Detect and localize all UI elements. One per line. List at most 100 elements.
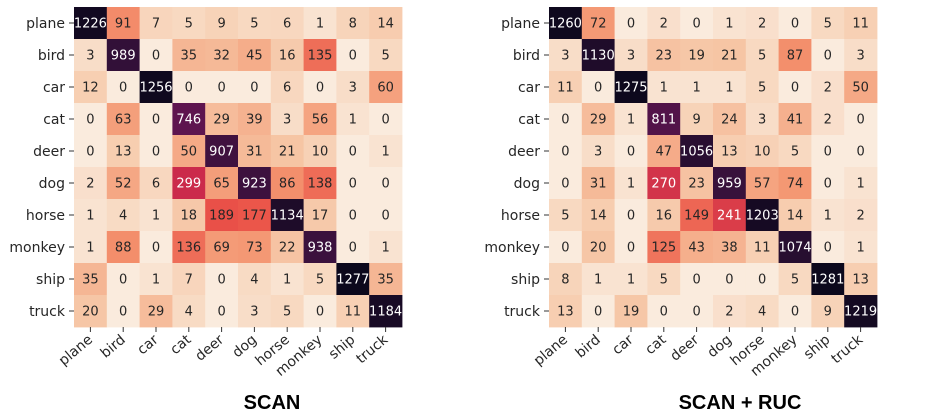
cell-value-label: 17: [312, 209, 329, 224]
heatmap-cell: [238, 39, 272, 72]
cell-value-label: 52: [115, 177, 132, 192]
y-tick-label: truck: [504, 304, 541, 320]
x-tick-label: bird: [98, 332, 129, 362]
cell-value-label: 0: [824, 241, 832, 256]
heatmap-cell: [778, 135, 812, 168]
heatmap-cell: [581, 231, 615, 264]
heatmap-cell: [549, 199, 583, 232]
heatmap-cell: [778, 295, 812, 328]
heatmap-cell: [106, 135, 140, 168]
cell-value-label: 18: [181, 209, 198, 224]
cell-value-label: 0: [349, 241, 357, 256]
heatmap-cell: [713, 103, 747, 136]
cell-value-label: 2: [824, 81, 832, 96]
heatmap-cell: [844, 135, 878, 168]
heatmap-cell: [270, 199, 304, 232]
x-tick-label: car: [609, 332, 636, 359]
cell-value-label: 5: [316, 273, 324, 288]
cell-value-label: 8: [561, 273, 569, 288]
cell-value-label: 5: [791, 273, 799, 288]
heatmap-cell: [745, 39, 779, 72]
x-tick-label: plane: [531, 332, 571, 369]
heatmap-cell: [106, 103, 140, 136]
heatmap-cell: [205, 263, 239, 296]
heatmap-cell: [205, 103, 239, 136]
heatmap-cell: [680, 199, 714, 232]
heatmap-cell: [74, 103, 108, 136]
cell-value-label: 60: [377, 81, 394, 96]
cell-value-label: 5: [758, 81, 766, 96]
cell-value-label: 1281: [811, 273, 844, 288]
cell-value-label: 4: [185, 305, 193, 320]
cell-value-label: 50: [852, 81, 869, 96]
cell-value-label: 5: [283, 305, 291, 320]
cell-value-label: 6: [152, 177, 160, 192]
cell-value-label: 5: [824, 17, 832, 32]
cell-value-label: 1: [725, 17, 733, 32]
y-tick-label: cat: [43, 112, 65, 128]
cell-value-label: 21: [721, 49, 738, 64]
cell-value-label: 241: [717, 209, 742, 224]
heatmap-cell: [139, 167, 173, 200]
heatmap-cell: [811, 103, 845, 136]
cell-value-label: 5: [250, 17, 258, 32]
heatmap-cell: [336, 167, 370, 200]
cell-value-label: 0: [119, 81, 127, 96]
heatmap-cell: [647, 71, 681, 104]
heatmap-cell: [549, 39, 583, 72]
heatmap-cell: [811, 7, 845, 40]
heatmap-cell: [139, 199, 173, 232]
cell-value-label: 7: [185, 273, 193, 288]
heatmap-cell: [74, 263, 108, 296]
heatmap-cell: [614, 135, 648, 168]
cell-value-label: 22: [279, 241, 296, 256]
heatmap-cell: [270, 39, 304, 72]
heatmap-cell: [74, 199, 108, 232]
heatmap-cell: [713, 39, 747, 72]
cell-value-label: 13: [557, 305, 574, 320]
heatmap-cell: [844, 103, 878, 136]
heatmap-cell: [680, 231, 714, 264]
cell-value-label: 74: [787, 177, 804, 192]
x-tick-label: cat: [167, 331, 194, 358]
heatmap-cell: [778, 7, 812, 40]
heatmap-cell: [549, 7, 583, 40]
cell-value-label: 5: [791, 145, 799, 160]
heatmap-cell: [303, 295, 337, 328]
cell-value-label: 1260: [549, 17, 582, 32]
heatmap-cell: [680, 167, 714, 200]
heatmap-cell: [270, 167, 304, 200]
heatmap-cell: [172, 263, 206, 296]
heatmap-cell: [336, 135, 370, 168]
cell-value-label: 0: [349, 145, 357, 160]
cell-value-label: 12: [82, 81, 99, 96]
cell-value-label: 923: [242, 177, 267, 192]
cell-value-label: 35: [82, 273, 99, 288]
cell-value-label: 1130: [582, 49, 615, 64]
cell-value-label: 1074: [778, 241, 811, 256]
heatmap-cell: [303, 231, 337, 264]
heatmap-cell: [549, 71, 583, 104]
heatmap-cell: [336, 7, 370, 40]
heatmap-cell: [270, 7, 304, 40]
cell-value-label: 72: [590, 17, 607, 32]
cell-value-label: 2: [86, 177, 94, 192]
heatmap-cell: [303, 263, 337, 296]
cell-value-label: 989: [111, 49, 136, 64]
cell-value-label: 0: [791, 17, 799, 32]
heatmap-cell: [106, 7, 140, 40]
heatmap-cell: [680, 71, 714, 104]
heatmap-cell: [778, 39, 812, 72]
cell-value-label: 13: [721, 145, 738, 160]
heatmap-cell: [303, 39, 337, 72]
cell-value-label: 39: [246, 113, 263, 128]
heatmap-cell: [369, 199, 403, 232]
y-tick-label: car: [518, 80, 540, 96]
cell-value-label: 0: [217, 305, 225, 320]
cell-value-label: 21: [279, 145, 296, 160]
cell-value-label: 3: [250, 305, 258, 320]
heatmap-cell: [205, 295, 239, 328]
heatmap-cell: [647, 135, 681, 168]
heatmap-cell: [713, 263, 747, 296]
y-tick-label: bird: [513, 48, 540, 64]
